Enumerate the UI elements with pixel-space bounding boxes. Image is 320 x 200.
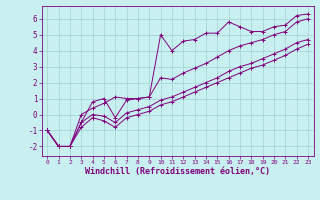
X-axis label: Windchill (Refroidissement éolien,°C): Windchill (Refroidissement éolien,°C) bbox=[85, 167, 270, 176]
